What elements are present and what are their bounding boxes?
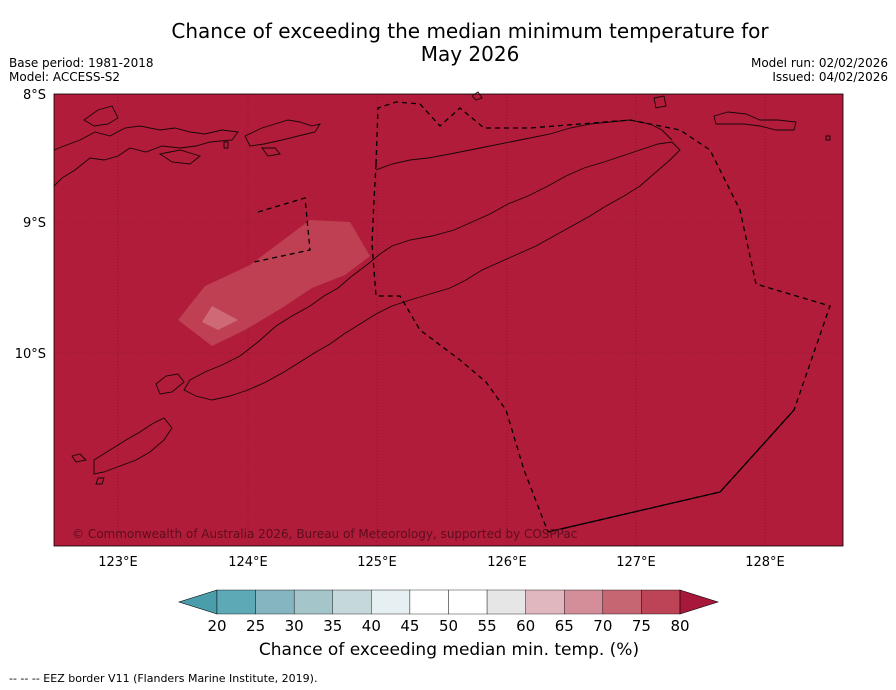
coastlines [53, 91, 831, 485]
colorbar-tick-label: 70 [593, 617, 612, 635]
colorbar: 20 25 30 35 40 45 50 55 60 65 70 75 80 [178, 589, 719, 635]
colorbar-segment [564, 589, 604, 615]
colorbar-tick-label: 60 [516, 617, 535, 635]
lon-label-126e: 126°E [487, 555, 527, 570]
colorbar-segment [409, 589, 449, 615]
page-title: Chance of exceeding the median minimum t… [100, 20, 840, 66]
colorbar-segment [641, 589, 681, 615]
copyright-text: © Commonwealth of Australia 2026, Bureau… [72, 527, 577, 541]
model-name: Model: ACCESS-S2 [9, 70, 121, 84]
title-line-1: Chance of exceeding the median minimum t… [171, 19, 769, 43]
colorbar-label: Chance of exceeding median min. temp. (%… [258, 640, 640, 660]
colorbar-tick-label: 45 [400, 617, 419, 635]
colorbar-tick-label: 40 [362, 617, 381, 635]
model-run: Model run: 02/02/2026 [750, 56, 888, 70]
colorbar-segment [448, 589, 488, 615]
colorbar-segment [371, 589, 411, 615]
colorbar-tick-label: 30 [285, 617, 304, 635]
lat-label-9s: 9°S [23, 216, 46, 231]
meta-left: Base period: 1981-2018 Model: ACCESS-S2 [9, 56, 154, 84]
lat-label-8s: 8°S [23, 88, 46, 103]
colorbar-tick-label: 80 [670, 617, 689, 635]
lon-label-125e: 125°E [357, 555, 397, 570]
lat-label-10s: 10°S [15, 347, 46, 362]
colorbar-segment [216, 589, 256, 615]
eez-legend-text: -- -- -- EEZ border V11 (Flanders Marine… [9, 672, 318, 685]
colorbar-tick-label: 75 [632, 617, 651, 635]
lon-label-123e: 123°E [98, 555, 138, 570]
colorbar-tick-label: 20 [207, 617, 226, 635]
map-frame [53, 93, 844, 547]
probability-patch-65 [202, 306, 238, 330]
issued-date: Issued: 04/02/2026 [772, 70, 888, 84]
colorbar-tick-label: 55 [478, 617, 497, 635]
colorbar-tick-label: 65 [555, 617, 574, 635]
base-period: Base period: 1981-2018 [9, 56, 154, 70]
colorbar-tick-label: 25 [246, 617, 265, 635]
colorbar-segment [332, 589, 372, 615]
colorbar-tick-label: 35 [323, 617, 342, 635]
lon-label-124e: 124°E [228, 555, 268, 570]
colorbar-under-arrow [178, 589, 218, 615]
eez-border-solid [547, 409, 795, 533]
colorbar-segment [293, 589, 333, 615]
colorbar-segment [602, 589, 642, 615]
meta-right: Model run: 02/02/2026 Issued: 04/02/2026 [751, 56, 888, 84]
colorbar-over-arrow [679, 589, 719, 615]
colorbar-tick-label: 50 [439, 617, 458, 635]
lon-label-128e: 128°E [745, 555, 785, 570]
title-line-2: May 2026 [420, 42, 520, 66]
lon-label-127e: 127°E [616, 555, 656, 570]
colorbar-segment [525, 589, 565, 615]
colorbar-segment [255, 589, 295, 615]
colorbar-segment [486, 589, 526, 615]
